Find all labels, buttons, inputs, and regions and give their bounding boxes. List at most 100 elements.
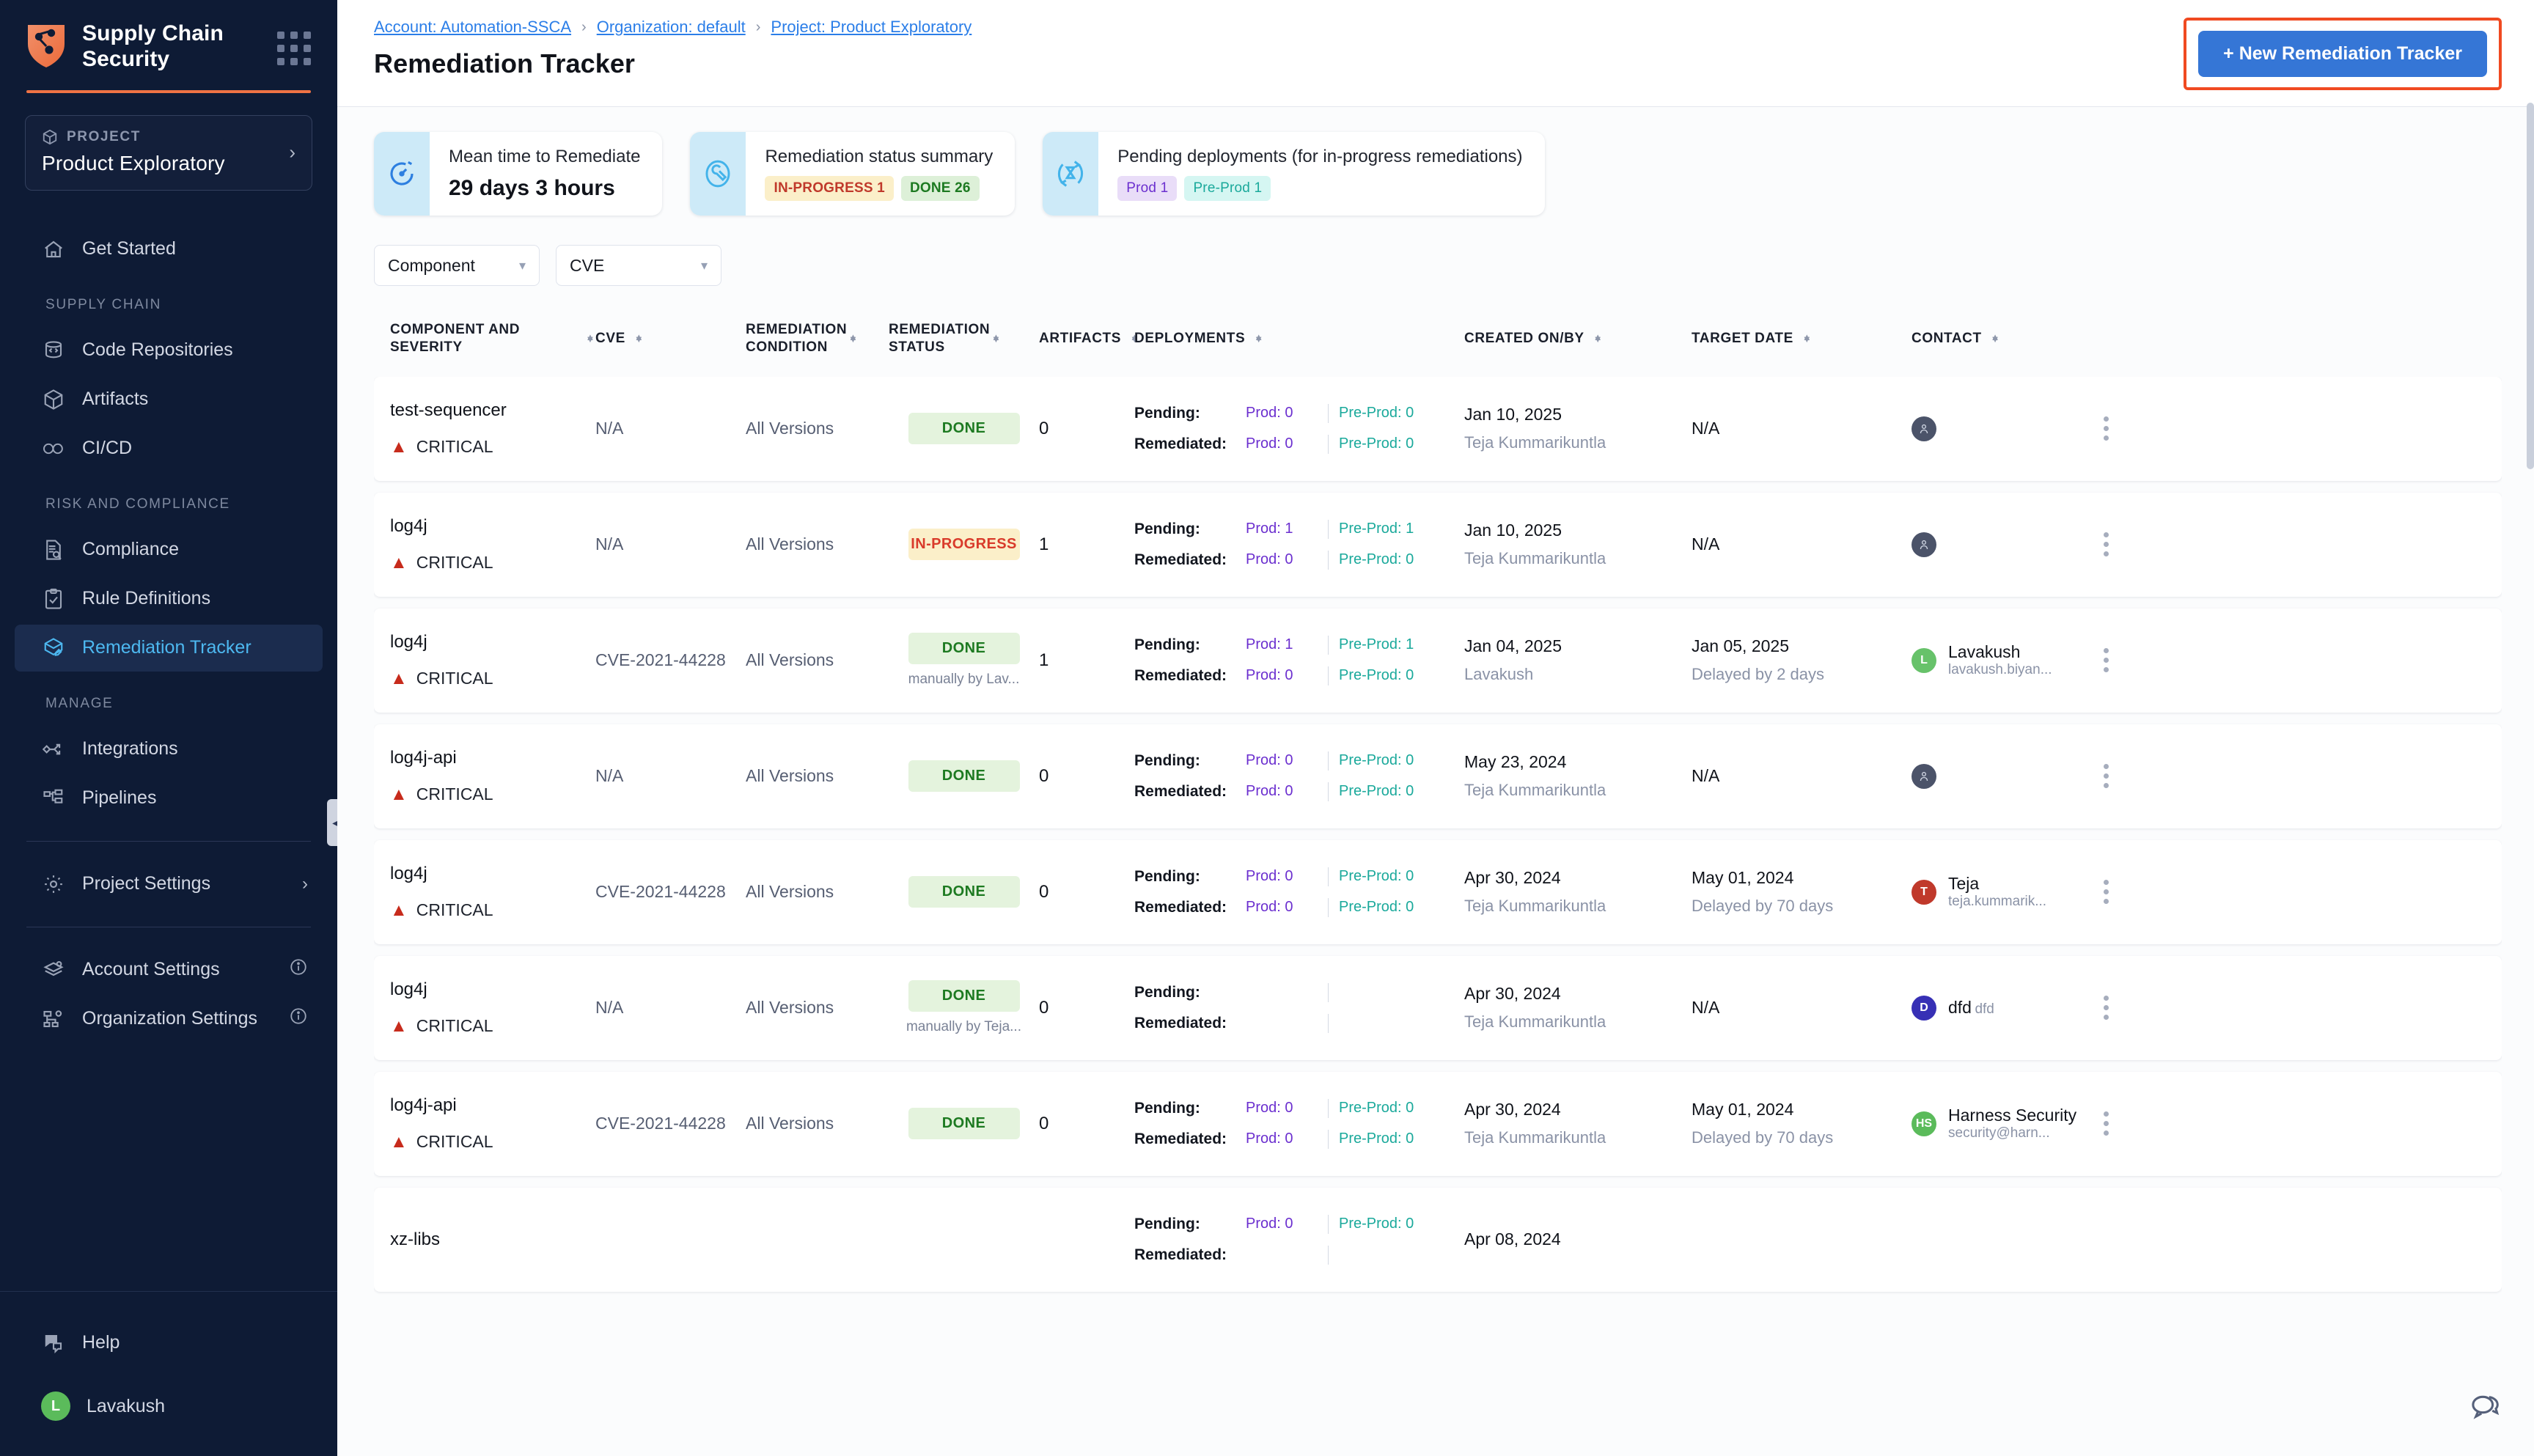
sidebar-item-account-settings[interactable]: Account Settings — [15, 946, 323, 993]
row-menu-icon[interactable] — [2080, 996, 2131, 1020]
table-row[interactable]: log4j-api ▲ CRITICAL CVE-2021-44228 All … — [374, 1071, 2502, 1176]
sidebar-item-label: Remediation Tracker — [82, 637, 251, 658]
sort-icon[interactable]: ▲ ▼ — [1802, 331, 1813, 345]
sidebar-item-help[interactable]: ? Help — [15, 1319, 323, 1366]
table-row[interactable]: log4j-api ▲ CRITICAL N/A All Versions DO… — [374, 724, 2502, 828]
cube-icon — [43, 129, 57, 144]
cell-remediation-condition: All Versions — [746, 534, 834, 554]
sidebar-item-pipelines[interactable]: Pipelines — [15, 775, 323, 822]
critical-warning-icon: ▲ — [390, 436, 408, 457]
component-filter-select[interactable]: Component ▾ — [374, 245, 540, 286]
column-header-created-on-by[interactable]: CREATED ON/BY ▲ ▼ — [1464, 330, 1692, 348]
column-header-cve[interactable]: CVE ▲ ▼ — [595, 330, 746, 348]
sidebar-item-organization-settings[interactable]: Organization Settings — [15, 996, 323, 1043]
remediated-prod: Prod: 0 — [1246, 551, 1293, 567]
cve-filter-select[interactable]: CVE ▾ — [556, 245, 721, 286]
contact[interactable] — [1911, 763, 2080, 789]
info-icon[interactable] — [289, 1007, 308, 1031]
cell-component-and-severity: log4j-api ▲ CRITICAL — [390, 748, 595, 804]
sidebar-item-rule-definitions[interactable]: Rule Definitions — [15, 576, 323, 622]
cell-target-date: N/A — [1692, 766, 1911, 786]
status-badge: DONE — [908, 876, 1020, 908]
row-menu-icon[interactable] — [2080, 880, 2131, 904]
cell-created-on-by: Apr 08, 2024 — [1464, 1229, 1692, 1249]
row-menu-icon[interactable] — [2080, 648, 2131, 672]
table-row[interactable]: log4j ▲ CRITICAL N/A All Versions DONE m… — [374, 955, 2502, 1060]
sidebar-item-project-settings[interactable]: Project Settings › — [15, 861, 323, 908]
sort-icon[interactable]: ▲ ▼ — [1593, 331, 1604, 345]
breadcrumb-account[interactable]: Account: Automation-SSCA — [374, 18, 572, 36]
pending-prod: Prod: 0 — [1246, 752, 1293, 768]
remediated-preprod: Pre-Prod: 0 — [1339, 1130, 1414, 1147]
sort-icon[interactable]: ▲ ▼ — [848, 331, 859, 345]
sidebar-item-cicd[interactable]: CI/CD — [15, 425, 323, 472]
sidebar-item-integrations[interactable]: Integrations — [15, 726, 323, 773]
severity-label: CRITICAL — [416, 669, 493, 688]
sort-icon[interactable]: ▲ ▼ — [1254, 331, 1264, 345]
severity: ▲ CRITICAL — [390, 900, 595, 920]
project-selector[interactable]: PROJECT Product Exploratory › — [25, 114, 312, 191]
column-header-target-date[interactable]: TARGET DATE ▲ ▼ — [1692, 330, 1911, 348]
remediated-preprod: Pre-Prod: 0 — [1339, 783, 1414, 799]
contact[interactable]: T Teja teja.kummarik... — [1911, 874, 2080, 910]
table-row[interactable]: log4j ▲ CRITICAL CVE-2021-44228 All Vers… — [374, 608, 2502, 713]
divider — [1328, 1214, 1329, 1234]
row-menu-icon[interactable] — [2080, 764, 2131, 788]
row-menu-icon[interactable] — [2080, 1111, 2131, 1136]
cell-remediation-condition: All Versions — [746, 650, 834, 669]
brand-header[interactable]: Supply Chain Security — [0, 0, 337, 73]
contact[interactable]: D dfd dfd — [1911, 995, 2080, 1021]
row-menu-icon[interactable] — [2080, 532, 2131, 556]
cell-created-on-by: May 23, 2024 Teja Kummarikuntla — [1464, 752, 1692, 800]
severity-label: CRITICAL — [416, 1132, 493, 1151]
sort-icon[interactable]: ▲ ▼ — [991, 331, 1002, 345]
cell-target-date: May 01, 2024 Delayed by 70 days — [1692, 1100, 1911, 1147]
sidebar-item-label: CI/CD — [82, 438, 133, 459]
pending-preprod: Pre-Prod: 1 — [1339, 636, 1414, 652]
column-header-remediation-condition[interactable]: REMEDIATION CONDITION ▲ ▼ — [746, 321, 889, 356]
new-remediation-tracker-highlight: + New Remediation Tracker — [2184, 18, 2502, 90]
cell-actions — [2080, 880, 2131, 904]
column-header-contact[interactable]: CONTACT ▲ ▼ — [1911, 330, 2080, 348]
contact[interactable] — [1911, 416, 2080, 441]
breadcrumb-organization[interactable]: Organization: default — [596, 18, 746, 36]
critical-warning-icon: ▲ — [390, 668, 408, 688]
sort-icon[interactable]: ▲ ▼ — [1990, 331, 2001, 345]
sidebar-item-remediation-tracker[interactable]: Remediation Tracker — [15, 624, 323, 672]
breadcrumb-separator-icon: › — [755, 18, 761, 35]
info-icon[interactable] — [289, 957, 308, 982]
breadcrumb-project[interactable]: Project: Product Exploratory — [771, 18, 972, 36]
column-header-remediation-status[interactable]: REMEDIATION STATUS ▲ ▼ — [889, 321, 1039, 356]
sidebar-item-compliance[interactable]: Compliance — [15, 526, 323, 573]
support-chat-icon[interactable] — [2469, 1389, 2503, 1424]
table-row[interactable]: xz-libs Pending: Prod: 0 Pre-Prod: 0 Rem… — [374, 1187, 2502, 1292]
cell-artifacts: 0 — [1039, 1113, 1049, 1133]
apps-grid-icon[interactable] — [277, 27, 311, 66]
component-name: log4j — [390, 632, 427, 652]
contact[interactable]: HS Harness Security security@harn... — [1911, 1106, 2080, 1141]
sidebar-item-code-repositories[interactable]: Code Repositories — [15, 327, 323, 374]
cell-deployments: Pending: Prod: 1 Pre-Prod: 1 Remediated:… — [1134, 635, 1464, 685]
sidebar-item-user[interactable]: L Lavakush — [15, 1380, 323, 1432]
table-row[interactable]: test-sequencer ▲ CRITICAL N/A All Versio… — [374, 376, 2502, 481]
vertical-scrollbar[interactable] — [2527, 103, 2534, 469]
column-header-component-and-severity[interactable]: COMPONENT AND SEVERITY ▲ ▼ — [390, 321, 595, 356]
divider — [1328, 635, 1329, 655]
home-icon — [41, 237, 66, 262]
row-menu-icon[interactable] — [2080, 416, 2131, 441]
column-header-artifacts[interactable]: ARTIFACTS ▲ ▼ — [1039, 330, 1139, 348]
cell-remediation-condition: All Versions — [746, 766, 834, 785]
sort-icon[interactable]: ▲ ▼ — [634, 331, 644, 345]
contact[interactable] — [1911, 532, 2080, 557]
cell-cve: N/A — [595, 534, 624, 554]
table-row[interactable]: log4j ▲ CRITICAL CVE-2021-44228 All Vers… — [374, 839, 2502, 944]
pending-prod: Prod: 0 — [1246, 1216, 1293, 1232]
sidebar-item-artifacts[interactable]: Artifacts — [15, 376, 323, 423]
table-row[interactable]: log4j ▲ CRITICAL N/A All Versions IN-PRO… — [374, 492, 2502, 597]
column-header-deployments[interactable]: DEPLOYMENTS ▲ ▼ — [1134, 330, 1464, 348]
created-by: Lavakush — [1464, 665, 1534, 683]
sort-icon[interactable]: ▲ ▼ — [585, 331, 595, 345]
sidebar-item-get-started[interactable]: Get Started — [15, 226, 323, 273]
contact[interactable]: L Lavakush lavakush.biyan... — [1911, 642, 2080, 678]
new-remediation-tracker-button[interactable]: + New Remediation Tracker — [2198, 31, 2487, 77]
